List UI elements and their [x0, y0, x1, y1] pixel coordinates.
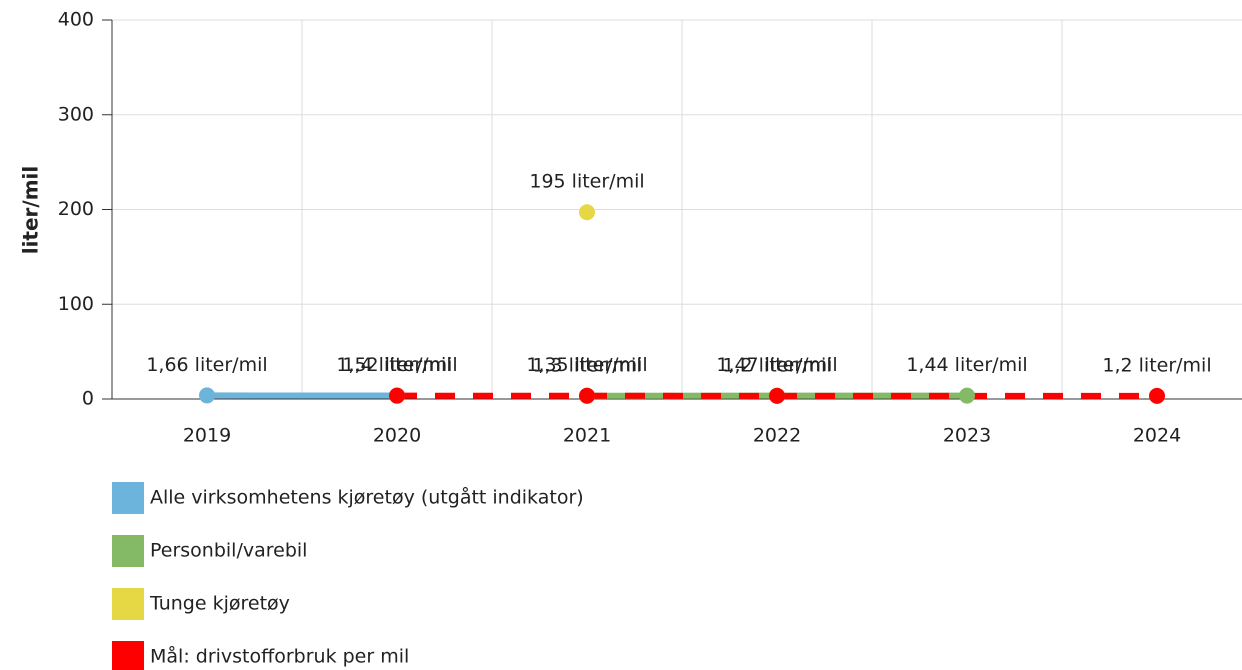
legend-swatch [112, 535, 144, 567]
x-tick-label: 2023 [943, 425, 991, 447]
labels: 1,66 liter/mil 1,52 liter/mil 1,35 liter/m… [146, 171, 1211, 377]
legend-label: Tunge kjøretøy [149, 593, 290, 615]
data-label: 1,35 liter/mil [526, 354, 647, 376]
y-tick-label: 400 [58, 9, 94, 31]
x-tick-label: 2024 [1133, 425, 1181, 447]
points [199, 204, 1165, 404]
point [579, 387, 595, 404]
legend-swatch [112, 482, 144, 514]
point [1149, 387, 1165, 404]
y-axis-label: liter/mil [19, 166, 43, 255]
point [579, 204, 595, 221]
data-label: 1,4 liter/mil [342, 354, 451, 376]
point [769, 387, 785, 404]
point [959, 387, 975, 404]
x-tick-label: 2022 [753, 425, 801, 447]
point [199, 387, 215, 404]
legend-label: Personbil/varebil [150, 540, 307, 562]
data-label: 1,3 liter/mil [532, 354, 641, 376]
y-tick-label: 300 [58, 103, 94, 125]
data-label: 1,52 liter/mil [336, 354, 457, 376]
legend-label: Mål: drivstofforbruk per mil [150, 645, 409, 668]
data-label: 1,66 liter/mil [146, 354, 267, 376]
data-label: 1,44 liter/mil [906, 354, 1027, 376]
y-tick-label: 200 [58, 198, 94, 220]
data-label: 1,47 liter/mil [716, 354, 837, 376]
x-tick-label: 2019 [183, 425, 231, 447]
data-label: 195 liter/mil [529, 171, 644, 193]
data-label: 1,2 liter/mil [722, 354, 831, 376]
y-tick-label: 0 [82, 388, 94, 410]
legend-label: Alle virksomhetens kjøretøy (utgått indi… [150, 486, 584, 509]
x-tick-label: 2020 [373, 425, 421, 447]
point [389, 387, 405, 404]
legend-swatch [112, 588, 144, 620]
data-label: 1,2 liter/mil [1102, 354, 1211, 376]
x-tick-label: 2021 [563, 425, 611, 447]
y-tick-label: 100 [58, 293, 94, 315]
legend-swatch [112, 641, 144, 670]
